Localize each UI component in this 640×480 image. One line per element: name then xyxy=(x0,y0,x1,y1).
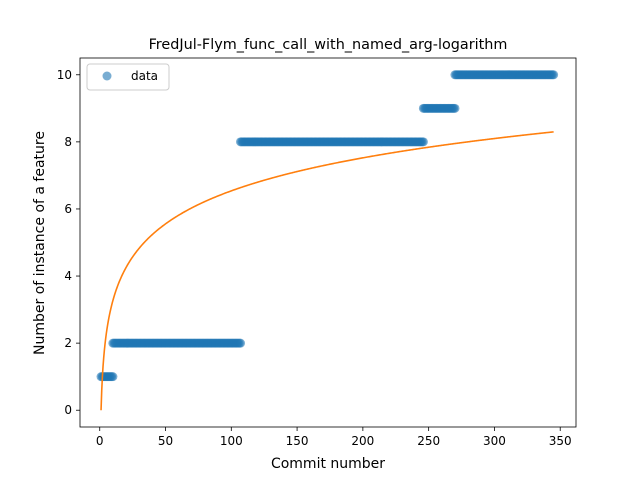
data-point xyxy=(549,70,559,80)
x-tick-label: 200 xyxy=(351,434,374,448)
x-tick-label: 350 xyxy=(549,434,572,448)
x-tick-label: 100 xyxy=(220,434,243,448)
x-axis: 0 50 100 150 200 250 300 350 xyxy=(96,427,572,448)
x-tick-label: 250 xyxy=(417,434,440,448)
legend-marker-data xyxy=(102,71,112,81)
data-point xyxy=(418,137,428,147)
x-tick-label: 50 xyxy=(158,434,173,448)
fit-line xyxy=(100,131,554,411)
chart-title: FredJul-Flym_func_call_with_named_arg-lo… xyxy=(149,37,508,53)
y-tick-label: 6 xyxy=(64,202,72,216)
x-tick-label: 0 xyxy=(96,434,104,448)
plot-frame xyxy=(79,57,577,428)
legend-label-data: data xyxy=(131,69,158,83)
data-point xyxy=(236,338,246,348)
x-tick-label: 150 xyxy=(286,434,309,448)
y-axis-title: Number of instance of a feature xyxy=(32,131,48,355)
y-tick-label: 2 xyxy=(64,336,72,350)
legend-box xyxy=(86,63,170,91)
y-tick-label: 10 xyxy=(57,68,72,82)
data-point xyxy=(108,372,118,382)
data-point xyxy=(450,103,460,113)
fit-curve xyxy=(100,131,554,411)
legend: data xyxy=(86,63,170,91)
x-axis-title: Commit number xyxy=(271,456,385,472)
y-axis: 0 2 4 6 8 10 xyxy=(57,68,80,417)
y-tick-label: 0 xyxy=(64,403,72,417)
y-tick-label: 4 xyxy=(64,269,72,283)
data-points xyxy=(96,70,559,382)
x-tick-label: 300 xyxy=(483,434,506,448)
plot-area xyxy=(79,57,577,428)
y-tick-label: 8 xyxy=(64,135,72,149)
